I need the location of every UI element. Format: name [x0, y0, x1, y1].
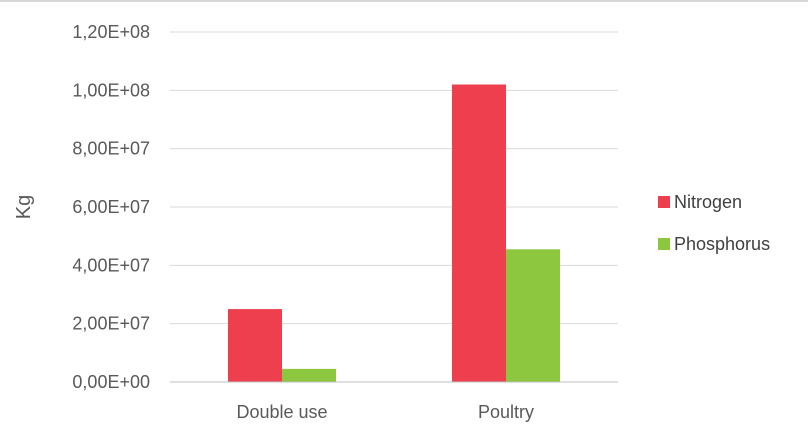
bar-phosphorus-poultry — [506, 249, 560, 382]
y-tick-label: 6,00E+07 — [72, 197, 150, 217]
bars — [228, 84, 560, 382]
y-tick-label: 4,00E+07 — [72, 255, 150, 275]
y-axis-title: Kg — [13, 195, 35, 219]
legend-swatch-phosphorus — [658, 238, 670, 250]
y-tick-label: 1,20E+08 — [72, 22, 150, 42]
legend-swatch-nitrogen — [658, 196, 670, 208]
bar-nitrogen-double-use — [228, 309, 282, 382]
legend-label-nitrogen: Nitrogen — [674, 192, 742, 212]
y-tick-label: 1,00E+08 — [72, 80, 150, 100]
bar-nitrogen-poultry — [452, 84, 506, 382]
legend-label-phosphorus: Phosphorus — [674, 234, 770, 254]
x-category-label: Double use — [236, 402, 327, 422]
legend: Nitrogen Phosphorus — [658, 192, 770, 254]
y-tick-label: 0,00E+00 — [72, 372, 150, 392]
y-axis-tick-labels: 0,00E+00 2,00E+07 4,00E+07 6,00E+07 8,00E+07… — [72, 22, 150, 392]
y-tick-label: 2,00E+07 — [72, 314, 150, 334]
x-category-label: Poultry — [478, 402, 534, 422]
y-tick-label: 8,00E+07 — [72, 139, 150, 159]
x-axis-category-labels: Double use Poultry — [236, 402, 534, 422]
bar-phosphorus-double-use — [282, 368, 336, 382]
